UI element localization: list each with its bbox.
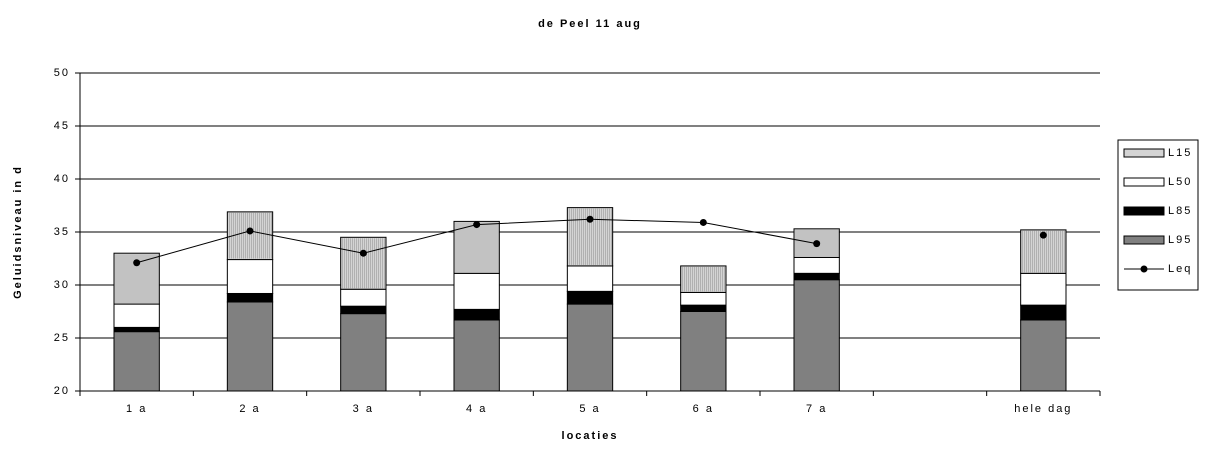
legend-swatch	[1123, 235, 1165, 245]
line-marker	[1039, 231, 1047, 239]
y-tick-label: 20	[54, 385, 70, 397]
x-tick-label: 3 a	[353, 403, 374, 415]
bar-segment	[226, 259, 274, 294]
bar-segment	[566, 265, 614, 292]
legend-label: L50	[1168, 176, 1192, 188]
x-tick-label: 4 a	[466, 403, 487, 415]
x-axis-title: locaties	[562, 430, 619, 442]
bar-segment	[226, 301, 274, 392]
y-tick-label: 40	[54, 173, 70, 185]
legend-swatch	[1123, 206, 1165, 216]
bar-segment	[340, 305, 387, 315]
bar-segment	[226, 292, 274, 303]
x-tick-label: 7 a	[806, 403, 827, 415]
legend-label: L85	[1168, 205, 1192, 217]
x-tick-label: 2 a	[239, 403, 260, 415]
bar-segment	[113, 331, 160, 392]
legend-label: Leq	[1168, 263, 1192, 275]
y-tick-label: 30	[54, 279, 70, 291]
bar-segment	[793, 256, 840, 274]
x-tick-label: 1 a	[126, 403, 147, 415]
x-tick-label: 6 a	[693, 403, 714, 415]
bar-segment	[566, 290, 614, 305]
bar-segment	[340, 236, 387, 290]
legend-swatch	[1123, 148, 1165, 158]
bar-segment	[453, 319, 500, 392]
legend-swatch	[1123, 177, 1165, 187]
bar-segment	[113, 326, 160, 333]
bar-segment	[113, 303, 160, 328]
y-tick-label: 45	[54, 120, 70, 132]
y-tick-label: 50	[54, 67, 70, 79]
bar-segment	[566, 303, 614, 392]
bar-segment	[680, 311, 727, 392]
bar-segment	[793, 279, 840, 392]
y-tick-label: 35	[54, 226, 70, 238]
bar-segment	[453, 220, 500, 274]
bar-segment	[1020, 319, 1067, 392]
bar-segment	[680, 265, 727, 293]
bar-segment	[340, 313, 387, 392]
bar-segment	[340, 288, 387, 307]
bar-segment	[793, 272, 840, 281]
bar-segment	[1020, 304, 1067, 321]
bar-segment	[680, 304, 727, 313]
x-tick-label: 5 a	[579, 403, 600, 415]
y-axis-title: Geluidsniveau in d	[12, 165, 24, 299]
bar-segment	[453, 308, 500, 321]
chart-title: de Peel 11 aug	[538, 18, 642, 30]
legend-marker	[1140, 265, 1148, 273]
legend-label: L95	[1168, 234, 1192, 246]
bar-segment	[1020, 272, 1067, 306]
bar-segment	[680, 291, 727, 306]
legend-label: L15	[1168, 147, 1192, 159]
bar-segment	[453, 272, 500, 310]
y-tick-label: 25	[54, 332, 70, 344]
x-tick-label: hele dag	[1014, 403, 1072, 415]
